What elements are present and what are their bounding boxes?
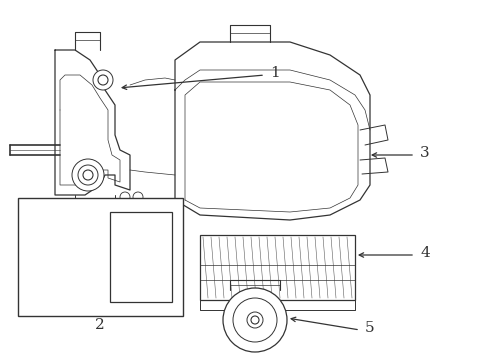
Circle shape bbox=[98, 75, 108, 85]
Bar bbox=[110, 212, 172, 302]
Circle shape bbox=[23, 243, 41, 261]
Circle shape bbox=[83, 232, 93, 242]
Circle shape bbox=[55, 232, 65, 242]
Circle shape bbox=[55, 262, 65, 272]
Circle shape bbox=[120, 192, 130, 202]
Text: 4: 4 bbox=[420, 246, 430, 260]
Circle shape bbox=[95, 262, 105, 272]
Circle shape bbox=[251, 316, 259, 324]
Text: 5: 5 bbox=[365, 321, 375, 335]
Circle shape bbox=[83, 262, 93, 272]
Circle shape bbox=[70, 262, 80, 272]
Circle shape bbox=[78, 165, 98, 185]
Circle shape bbox=[28, 248, 36, 256]
Bar bbox=[200, 235, 355, 300]
Circle shape bbox=[72, 159, 104, 191]
Text: 3: 3 bbox=[420, 146, 430, 160]
Circle shape bbox=[70, 232, 80, 242]
Circle shape bbox=[133, 192, 143, 202]
Text: 2: 2 bbox=[95, 318, 105, 332]
Circle shape bbox=[233, 298, 277, 342]
Bar bbox=[18, 198, 183, 316]
Circle shape bbox=[247, 312, 263, 328]
Circle shape bbox=[83, 170, 93, 180]
Text: 1: 1 bbox=[270, 66, 280, 80]
Circle shape bbox=[223, 288, 287, 352]
Circle shape bbox=[93, 70, 113, 90]
Circle shape bbox=[95, 232, 105, 242]
